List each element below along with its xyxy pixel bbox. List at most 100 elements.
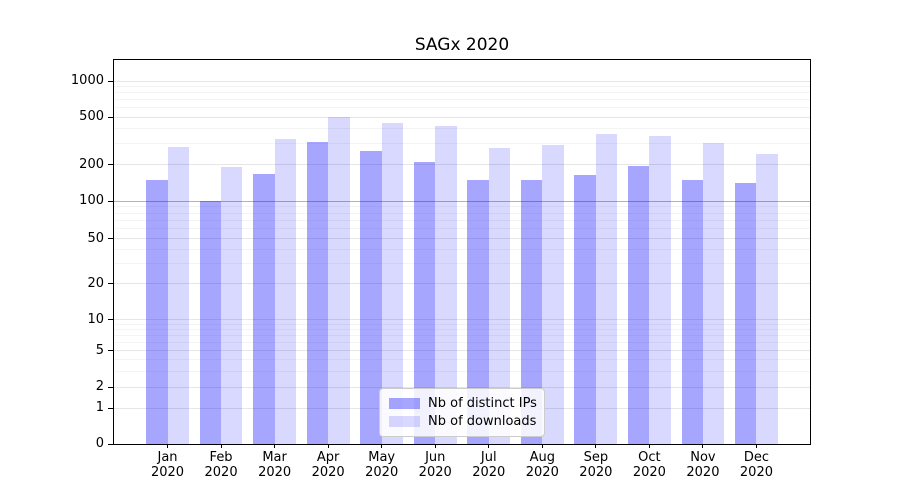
gridline-major — [114, 319, 810, 321]
y-tick — [108, 283, 113, 285]
bar-downloads — [274, 138, 296, 444]
x-tick-label-month: Aug — [529, 450, 555, 465]
x-tick-label-year: 2020 — [472, 465, 506, 480]
x-tick-label-month: Apr — [316, 450, 340, 465]
bar-downloads — [328, 117, 350, 444]
x-tick — [220, 444, 222, 448]
legend: Nb of distinct IPs Nb of downloads — [379, 388, 545, 437]
x-tick-label-year: 2020 — [365, 465, 399, 480]
bar-downloads — [435, 126, 457, 444]
x-tick — [648, 444, 650, 448]
x-tick-label-year: 2020 — [739, 465, 773, 480]
y-tick-label: 50 — [87, 230, 104, 246]
bar-distinct-ips — [253, 173, 275, 444]
x-tick-label-month: Jul — [480, 450, 497, 465]
x-tick-label-year: 2020 — [258, 465, 292, 480]
gridline-minor — [114, 220, 810, 222]
bar-distinct-ips — [735, 182, 757, 444]
bar-distinct-ips — [306, 142, 329, 444]
x-tick-label: Nov 2020 — [673, 450, 733, 480]
y-tick — [108, 319, 113, 321]
gridline-minor — [114, 143, 810, 145]
gridline-minor — [114, 359, 810, 361]
x-tick — [327, 444, 329, 448]
bar-distinct-ips — [574, 174, 596, 444]
x-tick-label: May 2020 — [352, 450, 412, 480]
legend-label-downloads: Nb of downloads — [428, 414, 537, 429]
x-tick-label: Apr 2020 — [298, 450, 358, 480]
y-tick-label: 1000 — [70, 73, 104, 89]
x-tick-label-month: Oct — [638, 450, 661, 465]
gridline-minor — [114, 228, 810, 230]
y-tick-label: 100 — [79, 193, 104, 209]
y-tick — [108, 350, 113, 352]
y-tick — [108, 116, 113, 118]
y-tick-label: 1 — [95, 400, 104, 416]
gridline-minor — [114, 107, 810, 109]
gridline-minor — [114, 212, 810, 214]
bar-downloads — [167, 147, 189, 444]
x-tick-label-year: 2020 — [150, 465, 185, 480]
y-tick-label: 200 — [79, 156, 104, 172]
bar-distinct-ips — [520, 179, 543, 444]
x-tick-label-month: Jun — [425, 450, 446, 465]
bar-distinct-ips — [681, 179, 703, 444]
x-tick-label-year: 2020 — [579, 465, 613, 480]
x-tick-label-year: 2020 — [525, 465, 559, 480]
x-tick-label: Feb 2020 — [191, 450, 251, 480]
legend-swatch-downloads — [389, 416, 420, 427]
x-tick-label-year: 2020 — [418, 465, 452, 480]
x-tick-label-year: 2020 — [311, 465, 345, 480]
x-tick — [167, 444, 169, 448]
gridline-minor — [114, 99, 810, 101]
gridline-minor — [114, 86, 810, 88]
x-tick — [381, 444, 383, 448]
legend-item-distinct-ips: Nb of distinct IPs — [389, 396, 537, 411]
x-tick-label-month: Mar — [262, 450, 287, 465]
bar-distinct-ips — [199, 201, 222, 444]
bar-distinct-ips — [467, 179, 489, 444]
x-tick-label-month: Dec — [743, 450, 770, 465]
x-tick-label-year: 2020 — [204, 465, 238, 480]
gridline-major — [114, 283, 810, 285]
x-tick-label: Jun 2020 — [405, 450, 465, 480]
gridline-major — [114, 116, 810, 118]
gridline-major — [114, 164, 810, 166]
x-tick — [595, 444, 597, 448]
bar-downloads — [221, 167, 243, 444]
x-tick-label-month: Sep — [583, 450, 609, 465]
legend-swatch-distinct-ips — [389, 398, 420, 409]
y-tick-label: 10 — [87, 311, 104, 327]
legend-item-downloads: Nb of downloads — [389, 414, 537, 429]
x-tick-label: Jul 2020 — [459, 450, 519, 480]
x-tick-label: Jan 2020 — [138, 450, 198, 480]
x-tick — [755, 444, 757, 448]
x-tick-label-month: Jan — [157, 450, 178, 465]
chart-title: SAGx 2020 — [414, 35, 510, 55]
bar-distinct-ips — [413, 161, 436, 444]
bar-downloads — [702, 142, 725, 444]
gridline-minor — [114, 249, 810, 251]
x-tick — [541, 444, 543, 448]
gridline-minor — [114, 92, 810, 94]
x-tick-label-year: 2020 — [686, 465, 720, 480]
y-tick-label: 5 — [95, 342, 104, 358]
gridline-minor — [114, 329, 810, 331]
y-tick — [108, 200, 113, 202]
bar-downloads — [649, 135, 671, 444]
x-tick-label: Oct 2020 — [619, 450, 679, 480]
x-tick-label: Dec 2020 — [726, 450, 786, 480]
gridline-major — [114, 80, 810, 82]
x-tick — [274, 444, 276, 448]
bar-distinct-ips — [360, 151, 382, 444]
bar-distinct-ips — [146, 179, 168, 444]
gridline-minor — [114, 370, 810, 372]
gridline-minor — [114, 335, 810, 337]
plot-area — [113, 59, 811, 445]
gridline-major — [114, 200, 810, 202]
gridline-minor — [114, 206, 810, 208]
legend-label-distinct-ips: Nb of distinct IPs — [428, 396, 537, 411]
y-tick — [108, 407, 113, 409]
y-tick — [108, 386, 113, 388]
